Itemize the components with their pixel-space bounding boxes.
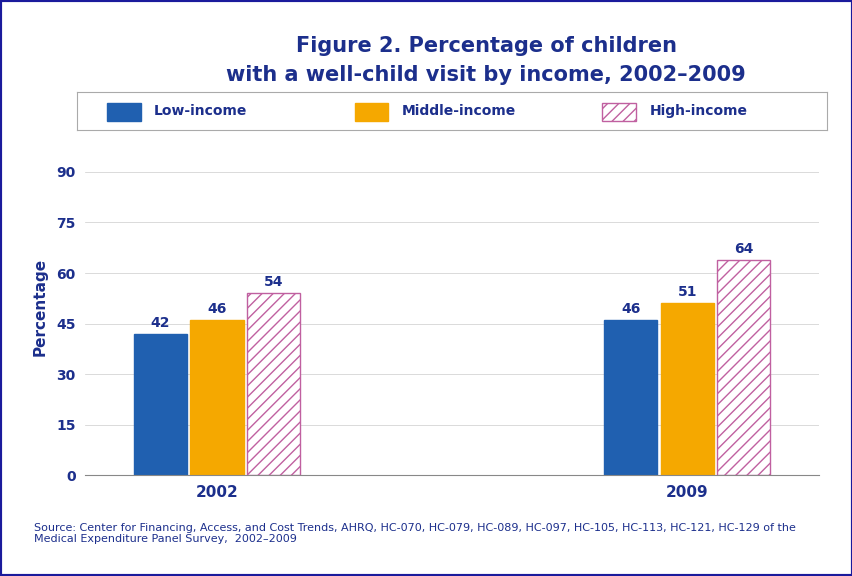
Bar bbox=[659, 304, 713, 475]
Text: Middle-income: Middle-income bbox=[401, 104, 515, 118]
Bar bbox=[603, 320, 657, 475]
Text: Figure 2. Percentage of children
with a well-child visit by income, 2002–2009: Figure 2. Percentage of children with a … bbox=[226, 36, 746, 85]
Bar bbox=[246, 293, 300, 475]
Bar bbox=[190, 320, 244, 475]
Text: 46: 46 bbox=[620, 302, 640, 316]
Bar bbox=[134, 334, 187, 475]
Text: 64: 64 bbox=[733, 241, 752, 256]
Text: Low-income: Low-income bbox=[154, 104, 247, 118]
Y-axis label: Percentage: Percentage bbox=[32, 257, 48, 356]
Bar bbox=[602, 103, 636, 122]
Text: Source: Center for Financing, Access, and Cost Trends, AHRQ, HC-070, HC-079, HC-: Source: Center for Financing, Access, an… bbox=[34, 523, 795, 544]
Text: 54: 54 bbox=[263, 275, 283, 289]
Text: 51: 51 bbox=[676, 285, 696, 300]
Text: 42: 42 bbox=[151, 316, 170, 329]
Bar bbox=[106, 103, 141, 122]
Bar bbox=[717, 260, 769, 475]
Text: High-income: High-income bbox=[648, 104, 746, 118]
Bar bbox=[354, 103, 388, 122]
Text: 46: 46 bbox=[207, 302, 227, 316]
